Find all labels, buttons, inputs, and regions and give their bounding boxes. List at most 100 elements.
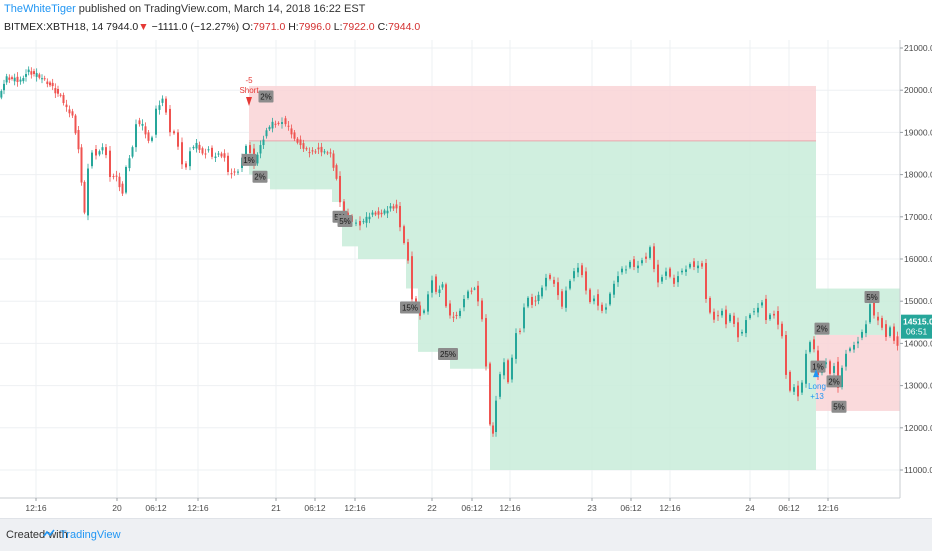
candle-body bbox=[431, 280, 433, 293]
candle-body bbox=[669, 268, 671, 277]
candle-body bbox=[83, 181, 86, 213]
price-change: −1111.0 (−12.27%) bbox=[151, 21, 240, 33]
candle-body bbox=[57, 88, 59, 94]
candle-body bbox=[65, 104, 68, 108]
candle-body bbox=[665, 271, 667, 276]
candle-body bbox=[13, 77, 16, 82]
candle-body bbox=[259, 145, 262, 154]
candle-body bbox=[237, 171, 239, 173]
candle-body bbox=[534, 300, 537, 302]
candle-body bbox=[757, 307, 759, 313]
candle-body bbox=[609, 293, 611, 305]
percent-badge bbox=[252, 170, 268, 183]
candle-body bbox=[265, 130, 268, 137]
candle-body bbox=[207, 149, 210, 151]
candle-body bbox=[481, 300, 483, 320]
candle-body bbox=[27, 69, 30, 73]
percent-badge bbox=[438, 347, 458, 360]
candle-body bbox=[657, 264, 659, 283]
candle-body bbox=[144, 126, 147, 135]
time-tick-label: 20 bbox=[112, 503, 122, 513]
candle-body bbox=[645, 256, 647, 259]
candle-body bbox=[220, 153, 223, 157]
candle-body bbox=[290, 128, 293, 135]
short-label: Short bbox=[239, 86, 259, 95]
candle-body bbox=[569, 280, 571, 289]
percent-badge-label: 25% bbox=[440, 350, 456, 359]
candle-body bbox=[377, 211, 380, 215]
percent-badge-label: 15% bbox=[402, 304, 418, 313]
percent-badge-label: 1% bbox=[243, 156, 255, 165]
candle-body bbox=[54, 88, 57, 94]
candle-body bbox=[362, 221, 365, 223]
candle-body bbox=[305, 148, 308, 150]
candle-body bbox=[25, 74, 27, 77]
candle-body bbox=[725, 309, 727, 325]
candle-body bbox=[573, 271, 575, 279]
candle-body bbox=[717, 315, 719, 317]
percent-badge-label: 5% bbox=[833, 403, 845, 412]
long-label: Long bbox=[808, 382, 826, 391]
candle-body bbox=[181, 142, 183, 165]
candle-body bbox=[813, 339, 815, 350]
candle-body bbox=[745, 320, 747, 334]
percent-badge bbox=[258, 90, 274, 103]
candle-body bbox=[737, 322, 739, 338]
price-tick-label: 19000.0 bbox=[904, 127, 932, 137]
candle-body bbox=[59, 94, 62, 96]
candle-body bbox=[284, 118, 287, 125]
candle-body bbox=[845, 353, 847, 367]
candle-body bbox=[395, 204, 398, 209]
candle-body bbox=[470, 290, 473, 292]
percent-badge bbox=[826, 375, 842, 388]
candle-body bbox=[753, 311, 755, 313]
candle-body bbox=[495, 400, 497, 433]
candle-body bbox=[383, 210, 386, 214]
tradingview-logo-icon[interactable] bbox=[43, 528, 55, 540]
candle-body bbox=[403, 226, 405, 243]
candle-body bbox=[30, 71, 33, 75]
candle-body bbox=[705, 262, 707, 299]
candle-body bbox=[80, 147, 83, 183]
candle-body bbox=[112, 176, 115, 178]
candle-body bbox=[733, 315, 735, 324]
time-tick-label: 12:16 bbox=[344, 503, 366, 513]
candle-body bbox=[293, 132, 296, 139]
candle-body bbox=[169, 108, 171, 133]
candle-body bbox=[128, 158, 131, 169]
candle-body bbox=[223, 153, 226, 158]
candle-body bbox=[785, 334, 787, 375]
price-tick-label: 11000.0 bbox=[904, 465, 932, 475]
candle-body bbox=[605, 307, 607, 310]
candle-body bbox=[62, 95, 65, 104]
candle-body bbox=[135, 124, 137, 148]
candle-body bbox=[38, 74, 41, 78]
candle-body bbox=[673, 277, 675, 284]
candle-body bbox=[277, 122, 280, 124]
candle-body bbox=[565, 290, 567, 308]
candle-body bbox=[781, 323, 783, 337]
close-value: 7944.0 bbox=[388, 21, 421, 33]
candle-body bbox=[681, 270, 683, 273]
percent-badge bbox=[810, 360, 826, 373]
candle-body bbox=[773, 313, 775, 316]
candle-body bbox=[211, 147, 213, 157]
candle-body bbox=[98, 151, 101, 155]
candle-body bbox=[777, 311, 779, 325]
candle-body bbox=[701, 263, 703, 267]
price-chart[interactable]: 2%1%2%5%5%15%25%2%1%2%5%5%-5ShortLong+13… bbox=[0, 40, 932, 518]
candle-body bbox=[581, 265, 583, 275]
candle-body bbox=[507, 360, 509, 383]
author-link[interactable]: TheWhiteTiger bbox=[4, 3, 76, 15]
candle-body bbox=[8, 77, 11, 80]
candle-body bbox=[435, 276, 437, 292]
candle-body bbox=[653, 246, 655, 270]
candle-body bbox=[329, 152, 332, 154]
tradingview-brand[interactable]: TradingView bbox=[60, 529, 121, 541]
candle-body bbox=[121, 183, 124, 194]
candle-body bbox=[35, 73, 38, 77]
candle-body bbox=[314, 151, 317, 153]
candle-body bbox=[22, 78, 25, 82]
symbol-label[interactable]: BITMEX:XBTH18, 14 bbox=[4, 21, 104, 33]
current-price-box bbox=[901, 314, 932, 339]
